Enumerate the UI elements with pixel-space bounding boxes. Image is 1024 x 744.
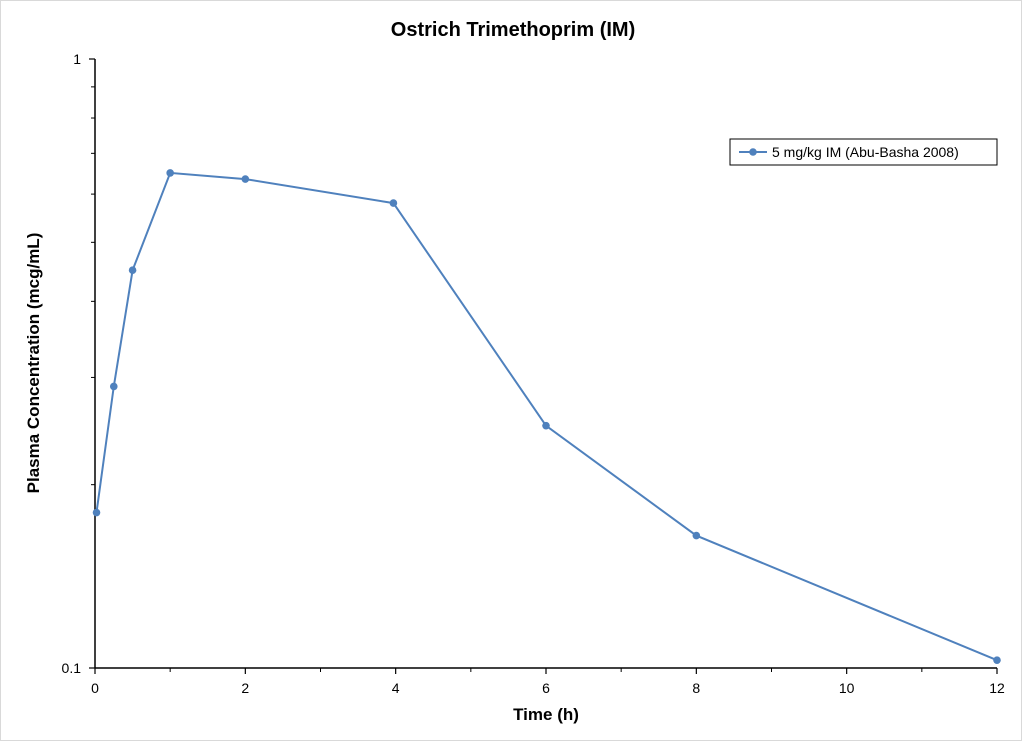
x-axis-label: Time (h)	[513, 705, 579, 724]
legend-box	[729, 138, 998, 166]
series-layer	[92, 169, 1001, 664]
axes: 0 2 4 6 8 10 12 0.11	[62, 51, 1005, 696]
data-point	[389, 199, 398, 207]
x-ticks: 0 2 4 6 8 10 12	[91, 668, 1005, 696]
y-axis-label: Plasma Concentration (mcg/mL)	[24, 233, 43, 494]
chart-title: Ostrich Trimethoprim (IM)	[391, 19, 635, 41]
legend-marker	[749, 148, 757, 156]
x-tick-label: 8	[692, 680, 700, 696]
y-ticks: 0.11	[62, 51, 95, 676]
x-tick-label: 6	[542, 680, 550, 696]
data-point	[993, 656, 1001, 664]
data-point	[128, 266, 137, 274]
x-tick-label: 0	[91, 680, 99, 696]
series-line	[95, 171, 998, 662]
legend: 5 mg/kg IM (Abu-Basha 2008)	[729, 138, 998, 166]
x-tick-label: 10	[839, 680, 855, 696]
y-tick-label: 0.1	[62, 660, 82, 676]
data-point	[166, 169, 174, 177]
data-point	[241, 175, 250, 183]
y-tick-label: 1	[73, 51, 81, 67]
legend-label: 5 mg/kg IM (Abu-Basha 2008)	[772, 144, 959, 160]
data-point	[109, 382, 118, 391]
data-point	[692, 531, 701, 540]
x-tick-label: 4	[392, 680, 400, 696]
x-tick-label: 12	[989, 680, 1005, 696]
data-point	[92, 508, 101, 517]
data-point	[542, 421, 550, 430]
x-tick-label: 2	[241, 680, 249, 696]
